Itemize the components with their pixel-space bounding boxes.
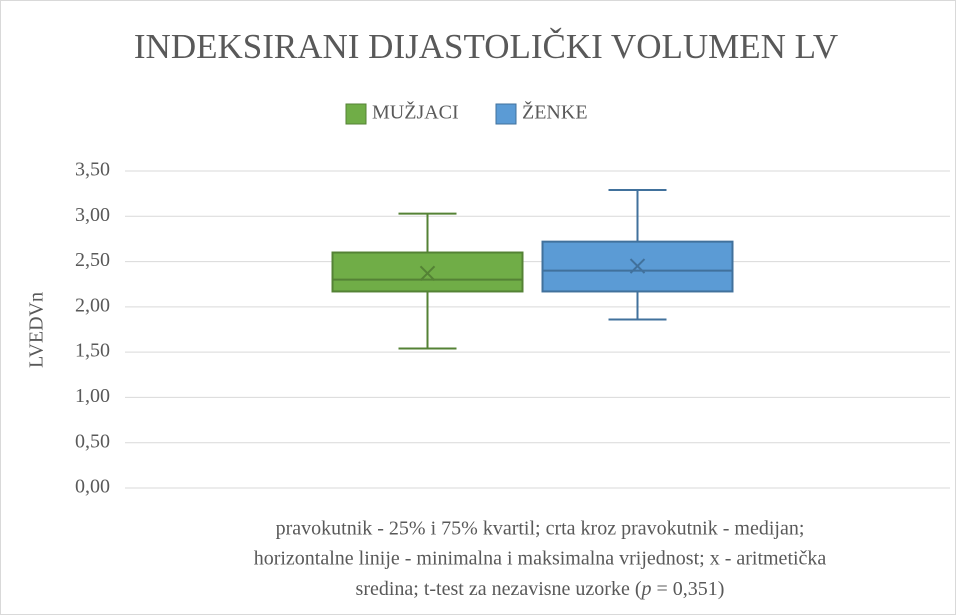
legend-label: MUŽJACI — [372, 101, 459, 124]
note-line: pravokutnik - 25% i 75% kvartil; crta kr… — [276, 518, 805, 540]
y-tick-label: 3,50 — [75, 159, 110, 181]
y-tick-label: 0,00 — [75, 476, 110, 498]
note-line: sredina; t-test za nezavisne uzorke (p =… — [356, 578, 725, 600]
note-segment: p — [640, 578, 652, 600]
legend-label: ŽENKE — [522, 101, 588, 124]
y-tick-label: 1,50 — [75, 340, 110, 362]
y-tick-label: 3,00 — [75, 204, 110, 226]
legend-swatch — [495, 103, 517, 125]
y-tick-label: 1,00 — [75, 385, 110, 407]
note-line: horizontalne linije - minimalna i maksim… — [254, 548, 827, 570]
legend-swatch — [345, 103, 367, 125]
y-axis-label: LVEDVn — [26, 292, 48, 368]
chart-title: INDEKSIRANI DIJASTOLIČKI VOLUMEN LV — [134, 26, 838, 66]
note-segment: sredina; t-test za nezavisne uzorke ( — [356, 578, 642, 600]
y-tick-label: 2,50 — [75, 249, 110, 271]
y-tick-label: 2,00 — [75, 294, 110, 316]
y-tick-label: 0,50 — [75, 430, 110, 452]
mean-marker — [419, 265, 436, 282]
mean-marker — [629, 258, 646, 274]
note-segment: = 0,351) — [652, 578, 725, 600]
